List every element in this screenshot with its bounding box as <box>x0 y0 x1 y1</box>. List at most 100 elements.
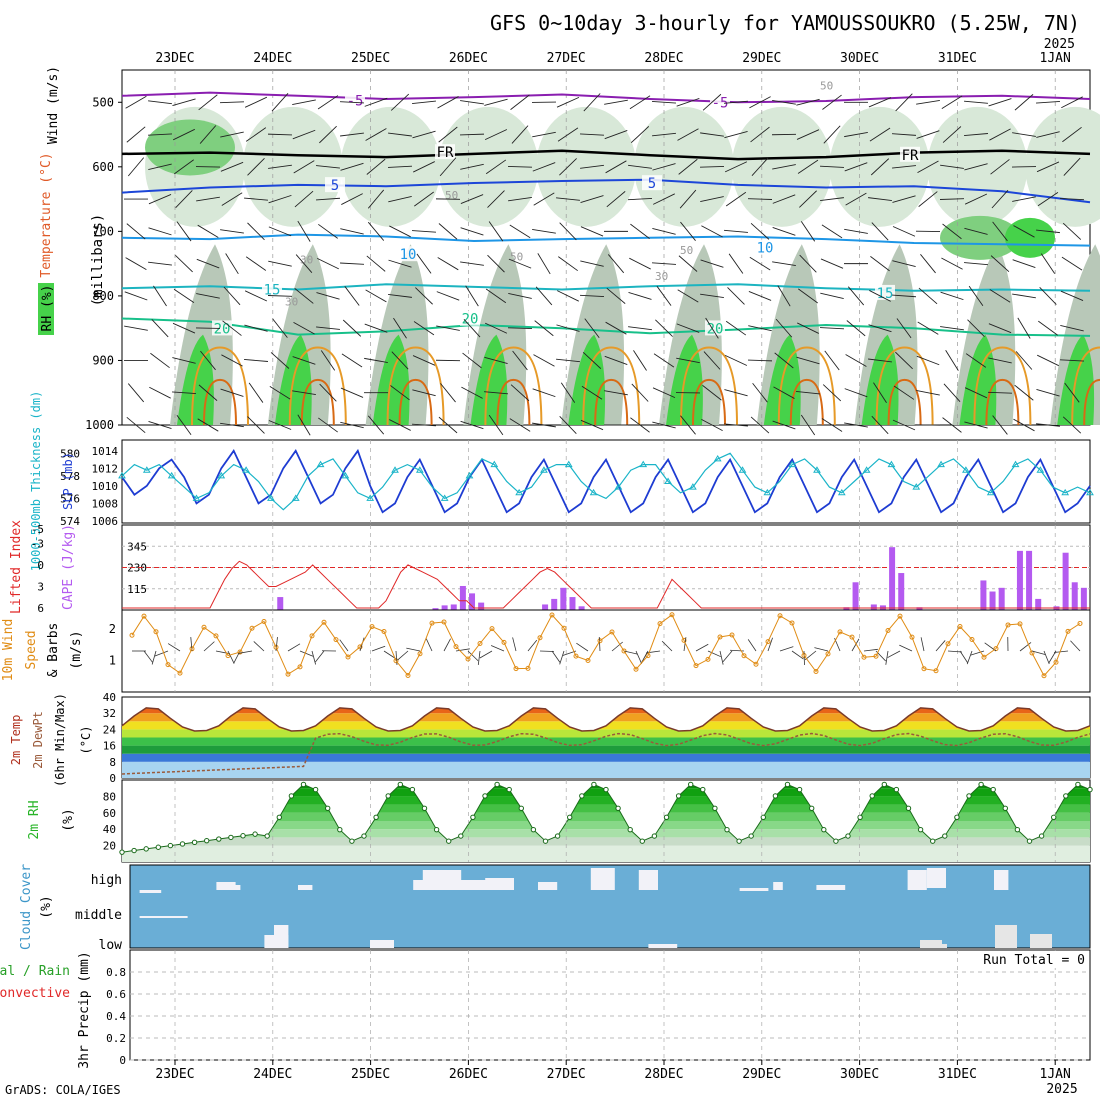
isotherm-label-bg <box>710 94 730 110</box>
wind-barb-10m <box>339 639 349 652</box>
rh2m-marker <box>821 826 827 833</box>
wind-marker <box>285 671 291 677</box>
wind-barb-10m <box>899 644 913 652</box>
wind-barb <box>724 161 748 173</box>
wind-barb <box>701 225 723 238</box>
wind-barb-10m <box>707 650 721 658</box>
isotherm-label: 10 <box>400 247 417 263</box>
wind-barb <box>125 95 147 109</box>
wind-marker <box>1077 620 1083 626</box>
wind-barb <box>748 290 772 301</box>
wind-barb <box>176 415 192 435</box>
rh-contour-label: 30 <box>285 296 298 309</box>
thickness-tick-label: 574 <box>60 515 80 528</box>
wind-barb <box>342 319 362 337</box>
wind-barb <box>1059 198 1085 201</box>
y-tick-label: 700 <box>92 224 114 238</box>
wind-barb <box>676 357 700 364</box>
wind-barb <box>1035 100 1061 104</box>
wind-barb <box>416 253 432 274</box>
wind-speed-line <box>131 614 1081 677</box>
rh2m-marker <box>264 833 270 839</box>
thickness-marker <box>788 460 797 468</box>
wind-barb <box>772 227 796 236</box>
wind-barb <box>484 322 508 334</box>
isotherm-dome <box>300 378 335 426</box>
wind-barb <box>248 382 264 403</box>
wind-barb <box>197 418 219 432</box>
wind-barb <box>627 198 653 201</box>
wind-barb-10m <box>966 650 973 665</box>
temp-tick-label: 32 <box>103 707 116 720</box>
wind-marker <box>417 651 423 657</box>
cloud-block <box>739 888 769 891</box>
wind-barb <box>484 98 508 106</box>
wind-barb-10m <box>887 650 901 658</box>
year-bottom-label: 2025 <box>1046 1082 1077 1097</box>
rh-region <box>438 106 539 227</box>
wind-marker <box>657 621 663 627</box>
cape-bar <box>560 587 567 610</box>
isotherm-label-bg <box>262 281 282 297</box>
wind-barb <box>1012 196 1036 202</box>
wind-barb <box>653 193 675 205</box>
wind-barb <box>798 288 818 304</box>
wind-barb <box>1037 354 1059 367</box>
wind-marker <box>681 637 687 643</box>
wind-barb <box>556 324 580 332</box>
wind-barb <box>460 100 484 105</box>
wind-barb <box>461 386 483 399</box>
wind-barb <box>509 224 531 239</box>
wind-barb <box>244 197 268 201</box>
cape-bar <box>478 602 485 610</box>
wind-barb <box>339 262 365 265</box>
wind-marker <box>897 613 903 619</box>
wind-barb <box>677 128 699 141</box>
rh2m-marker <box>506 786 512 793</box>
wind-marker <box>477 641 483 647</box>
wind-barb <box>172 357 196 364</box>
wind-barb <box>774 352 794 369</box>
wind-barb <box>868 358 892 363</box>
wind-barb <box>964 100 988 104</box>
top-date-label: 23DEC <box>155 51 194 66</box>
rh2m-marker <box>482 793 488 799</box>
wind-barb <box>750 222 770 240</box>
wind-barb <box>148 193 172 205</box>
rh2m-marker <box>784 781 791 788</box>
thickness-marker <box>639 460 648 468</box>
wind-barb <box>916 389 940 396</box>
wind-barb <box>869 290 891 302</box>
wind-barb-10m <box>779 646 794 652</box>
cape-bar <box>1026 550 1033 610</box>
isotherm-line <box>121 283 1091 292</box>
wind-barb <box>606 287 626 304</box>
wind-barb <box>631 383 649 402</box>
rh2m-marker <box>240 833 246 839</box>
wind-barb <box>988 323 1012 334</box>
wind-barb <box>341 353 363 368</box>
rh-band <box>122 812 1090 821</box>
wind-barb <box>487 190 505 208</box>
thickness-marker <box>1011 460 1020 468</box>
wind-marker <box>597 638 603 644</box>
wind-barb <box>676 323 700 333</box>
wind-marker <box>765 639 771 645</box>
cape-bar <box>1071 582 1078 610</box>
isotherm-label: 5 <box>331 178 339 194</box>
wind-barb <box>772 420 796 430</box>
isotherm-label-bg <box>900 146 920 162</box>
rh2m-marker <box>651 833 658 839</box>
wind-barb-10m <box>683 637 687 652</box>
wind-barb <box>389 419 411 431</box>
y-tick-label: 600 <box>92 160 114 174</box>
cape-bar <box>578 606 585 610</box>
wind-barb <box>460 163 484 170</box>
wind-barb <box>964 163 988 171</box>
wind-barb-10m <box>238 650 253 654</box>
wind-marker <box>261 618 267 624</box>
rh-band <box>122 837 1090 846</box>
isotherm-label-bg <box>755 239 775 255</box>
rh-contour-label: 50 <box>510 250 523 263</box>
wind-barb <box>703 351 721 370</box>
